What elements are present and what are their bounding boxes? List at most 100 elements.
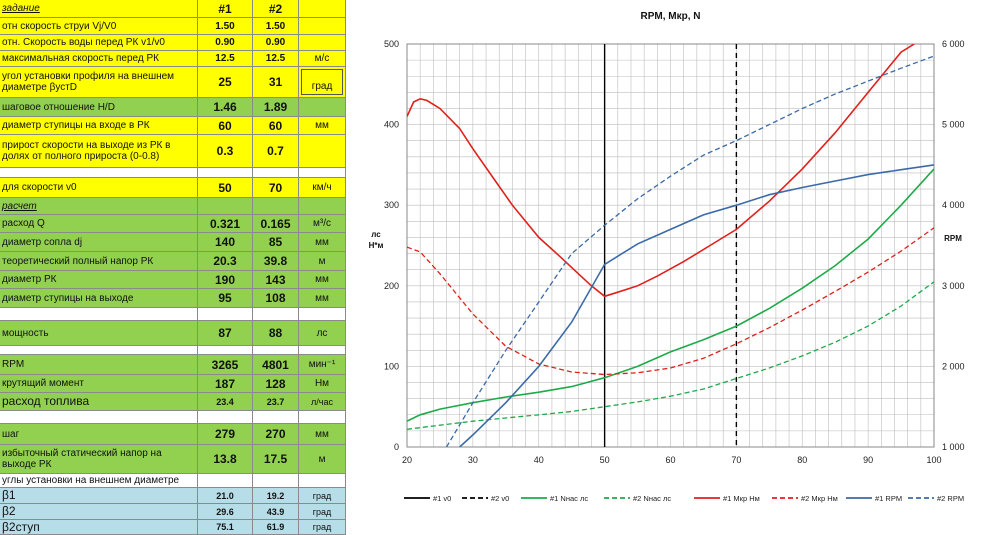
value-1-cell[interactable]: 279 [198,424,253,445]
value-2-cell[interactable]: 31 [253,67,299,98]
row-label [0,346,198,355]
row-label-text: расход Q [2,218,45,229]
value-2-cell[interactable]: 0.165 [253,215,299,233]
row-label: углы установки на внешнем диаметре [0,474,198,488]
unit-cell[interactable]: м [299,445,346,474]
row-label-text: мощность [2,327,49,339]
value-2-cell[interactable]: 128 [253,375,299,393]
y-right-tick-label: 2 000 [942,361,965,371]
unit-cell[interactable]: град [299,504,346,520]
value-1-cell[interactable]: 21.0 [198,488,253,504]
unit-cell[interactable] [299,135,346,168]
value-1-cell[interactable]: 75.1 [198,520,253,535]
unit-cell[interactable]: мм [299,233,346,252]
value-2-cell[interactable] [253,346,299,355]
value-1-cell[interactable]: 95 [198,289,253,308]
value-2-cell[interactable]: 0.90 [253,35,299,51]
unit-cell[interactable]: мм [299,271,346,289]
value-2-cell[interactable] [253,411,299,424]
value-1-cell[interactable]: 140 [198,233,253,252]
unit-cell[interactable]: л/час [299,393,346,411]
unit-cell[interactable] [299,98,346,117]
value-1-cell[interactable]: 12.5 [198,51,253,67]
value-2-cell[interactable] [253,474,299,488]
value-2-cell[interactable]: 270 [253,424,299,445]
value-2-cell[interactable]: 12.5 [253,51,299,67]
value-1-cell[interactable]: #1 [198,0,253,18]
unit-cell[interactable] [299,35,346,51]
value-2-cell[interactable]: 23.7 [253,393,299,411]
value-2-cell[interactable]: 0.7 [253,135,299,168]
value-1-cell[interactable]: 25 [198,67,253,98]
unit-cell[interactable] [299,308,346,321]
value-1-cell-text: 75.1 [216,522,234,532]
unit-cell[interactable] [299,168,346,178]
value-2-cell[interactable]: #2 [253,0,299,18]
unit-cell[interactable]: м/с [299,51,346,67]
value-1-cell[interactable]: 0.321 [198,215,253,233]
row-label-text: максимальная скорость перед РК [2,53,159,64]
value-1-cell[interactable]: 20.3 [198,252,253,271]
value-1-cell[interactable]: 1.50 [198,18,253,35]
value-2-cell[interactable]: 143 [253,271,299,289]
unit-cell[interactable] [299,198,346,215]
sheet-row [0,411,346,424]
unit-cell[interactable]: м³/с [299,215,346,233]
value-1-cell[interactable]: 3265 [198,355,253,375]
value-1-cell-text: 23.4 [216,396,234,407]
unit-cell[interactable]: мм [299,117,346,135]
unit-cell[interactable]: град [299,520,346,535]
value-2-cell-text: 39.8 [263,254,288,268]
unit-cell[interactable]: град [299,488,346,504]
value-1-cell[interactable] [198,168,253,178]
unit-cell[interactable]: мин⁻¹ [299,355,346,375]
value-2-cell[interactable]: 39.8 [253,252,299,271]
unit-cell[interactable] [299,474,346,488]
value-2-cell[interactable]: 4801 [253,355,299,375]
value-2-cell[interactable]: 61.9 [253,520,299,535]
value-1-cell[interactable]: 23.4 [198,393,253,411]
value-1-cell[interactable]: 13.8 [198,445,253,474]
value-1-cell[interactable]: 190 [198,271,253,289]
value-1-cell[interactable]: 0.90 [198,35,253,51]
unit-cell[interactable]: км/ч [299,178,346,198]
value-1-cell[interactable] [198,198,253,215]
value-2-cell[interactable] [253,198,299,215]
unit-cell[interactable]: лс [299,321,346,346]
value-2-cell[interactable]: 70 [253,178,299,198]
unit-cell[interactable]: Нм [299,375,346,393]
unit-cell[interactable] [299,0,346,18]
value-2-cell[interactable]: 60 [253,117,299,135]
value-2-cell[interactable]: 1.89 [253,98,299,117]
y-left-tick-label: 0 [394,442,399,452]
unit-cell[interactable] [299,18,346,35]
unit-cell[interactable]: мм [299,289,346,308]
value-1-cell[interactable]: 187 [198,375,253,393]
value-2-cell[interactable]: 43.9 [253,504,299,520]
value-1-cell[interactable] [198,411,253,424]
value-2-cell[interactable]: 17.5 [253,445,299,474]
value-1-cell[interactable]: 1.46 [198,98,253,117]
value-2-cell[interactable] [253,168,299,178]
unit-cell[interactable] [299,411,346,424]
value-2-cell[interactable]: 88 [253,321,299,346]
value-1-cell[interactable]: 0.3 [198,135,253,168]
value-2-cell[interactable]: 1.50 [253,18,299,35]
value-1-cell-text: 60 [218,118,232,133]
value-1-cell[interactable] [198,308,253,321]
value-1-cell[interactable]: 60 [198,117,253,135]
value-1-cell[interactable] [198,346,253,355]
value-2-cell[interactable]: 19.2 [253,488,299,504]
value-2-cell[interactable] [253,308,299,321]
unit-cell[interactable] [299,346,346,355]
unit-cell[interactable]: град [299,67,346,98]
value-1-cell[interactable]: 29.6 [198,504,253,520]
value-2-cell[interactable]: 85 [253,233,299,252]
value-1-cell[interactable]: 87 [198,321,253,346]
unit-cell[interactable]: мм [299,424,346,445]
unit-cell[interactable]: м [299,252,346,271]
value-2-cell[interactable]: 108 [253,289,299,308]
value-1-cell[interactable]: 50 [198,178,253,198]
value-1-cell[interactable] [198,474,253,488]
y-left-tick-label: 200 [384,281,399,291]
